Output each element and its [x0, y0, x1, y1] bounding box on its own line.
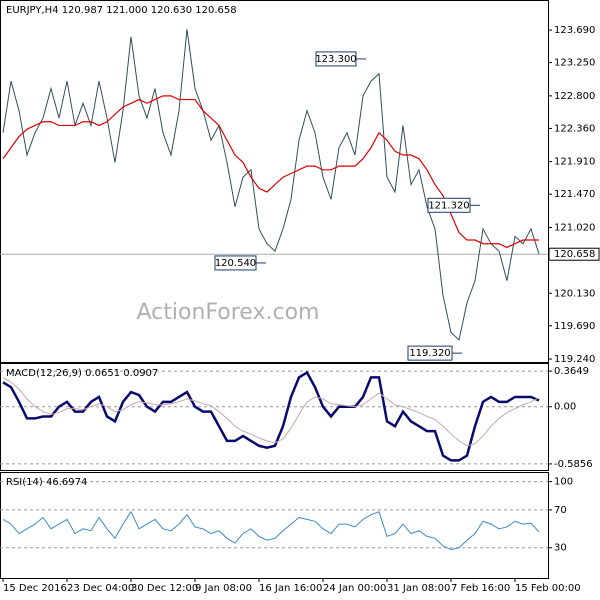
- y-tick-label: 121.470: [554, 189, 595, 200]
- series-line: [2, 29, 540, 341]
- watermark: ActionForex.com: [137, 300, 320, 325]
- x-tick-label: 24 Jan 00:00: [323, 583, 386, 594]
- panel-frame: [0, 472, 549, 579]
- x-tick-label: 7 Feb 16:00: [451, 583, 510, 594]
- y-tick-label: 122.800: [554, 91, 595, 102]
- y-tick-label: 121.910: [554, 157, 595, 168]
- y-tick-label: 119.240: [554, 354, 595, 365]
- x-tick-label: 31 Jan 08:00: [387, 583, 450, 594]
- x-tick-label: 30 Dec 12:00: [131, 583, 198, 594]
- last-price-box: [548, 247, 600, 261]
- y-tick-label: 70: [554, 505, 567, 516]
- annotation-label: 119.320: [409, 348, 450, 359]
- y-tick-label: 100: [554, 477, 573, 488]
- series-line: [2, 376, 540, 447]
- y-tick-label: 120.130: [554, 288, 595, 299]
- y-tick-label: 121.020: [554, 222, 595, 233]
- y-tick-label: 0.00: [554, 402, 576, 413]
- annotation-label: 120.540: [215, 258, 256, 269]
- panel-frame: [0, 0, 549, 363]
- panel-title: RSI(14) 46.6974: [6, 477, 87, 488]
- series-line: [2, 95, 539, 249]
- x-tick-label: 16 Jan 16:00: [259, 583, 322, 594]
- y-tick-label: 30: [554, 543, 567, 554]
- series-line: [2, 510, 540, 551]
- y-tick-label: 123.250: [554, 58, 595, 69]
- panel-title: EURJPY,H4 120.987 121.000 120.630 120.65…: [6, 5, 237, 16]
- y-tick-label: -0.5856: [554, 459, 593, 470]
- panel-frame: [0, 363, 549, 471]
- y-tick-label: 122.360: [554, 123, 595, 134]
- y-tick-label: 119.690: [554, 321, 595, 332]
- annotation-label: 123.300: [315, 54, 356, 65]
- panel-title: MACD(12,26,9) 0.0651 0.0907: [6, 368, 158, 379]
- y-tick-label: 123.690: [554, 25, 595, 36]
- last-price-label: 120.658: [554, 249, 595, 260]
- y-tick-label: 0.3649: [554, 366, 589, 377]
- x-tick-label: 15 Dec 2016: [3, 583, 67, 594]
- x-tick-label: 15 Feb 00:00: [515, 583, 581, 594]
- series-line: [2, 370, 540, 462]
- x-tick-label: 9 Jan 08:00: [195, 583, 252, 594]
- annotation-label: 121.320: [428, 200, 469, 211]
- x-tick-label: 23 Dec 04:00: [67, 583, 134, 594]
